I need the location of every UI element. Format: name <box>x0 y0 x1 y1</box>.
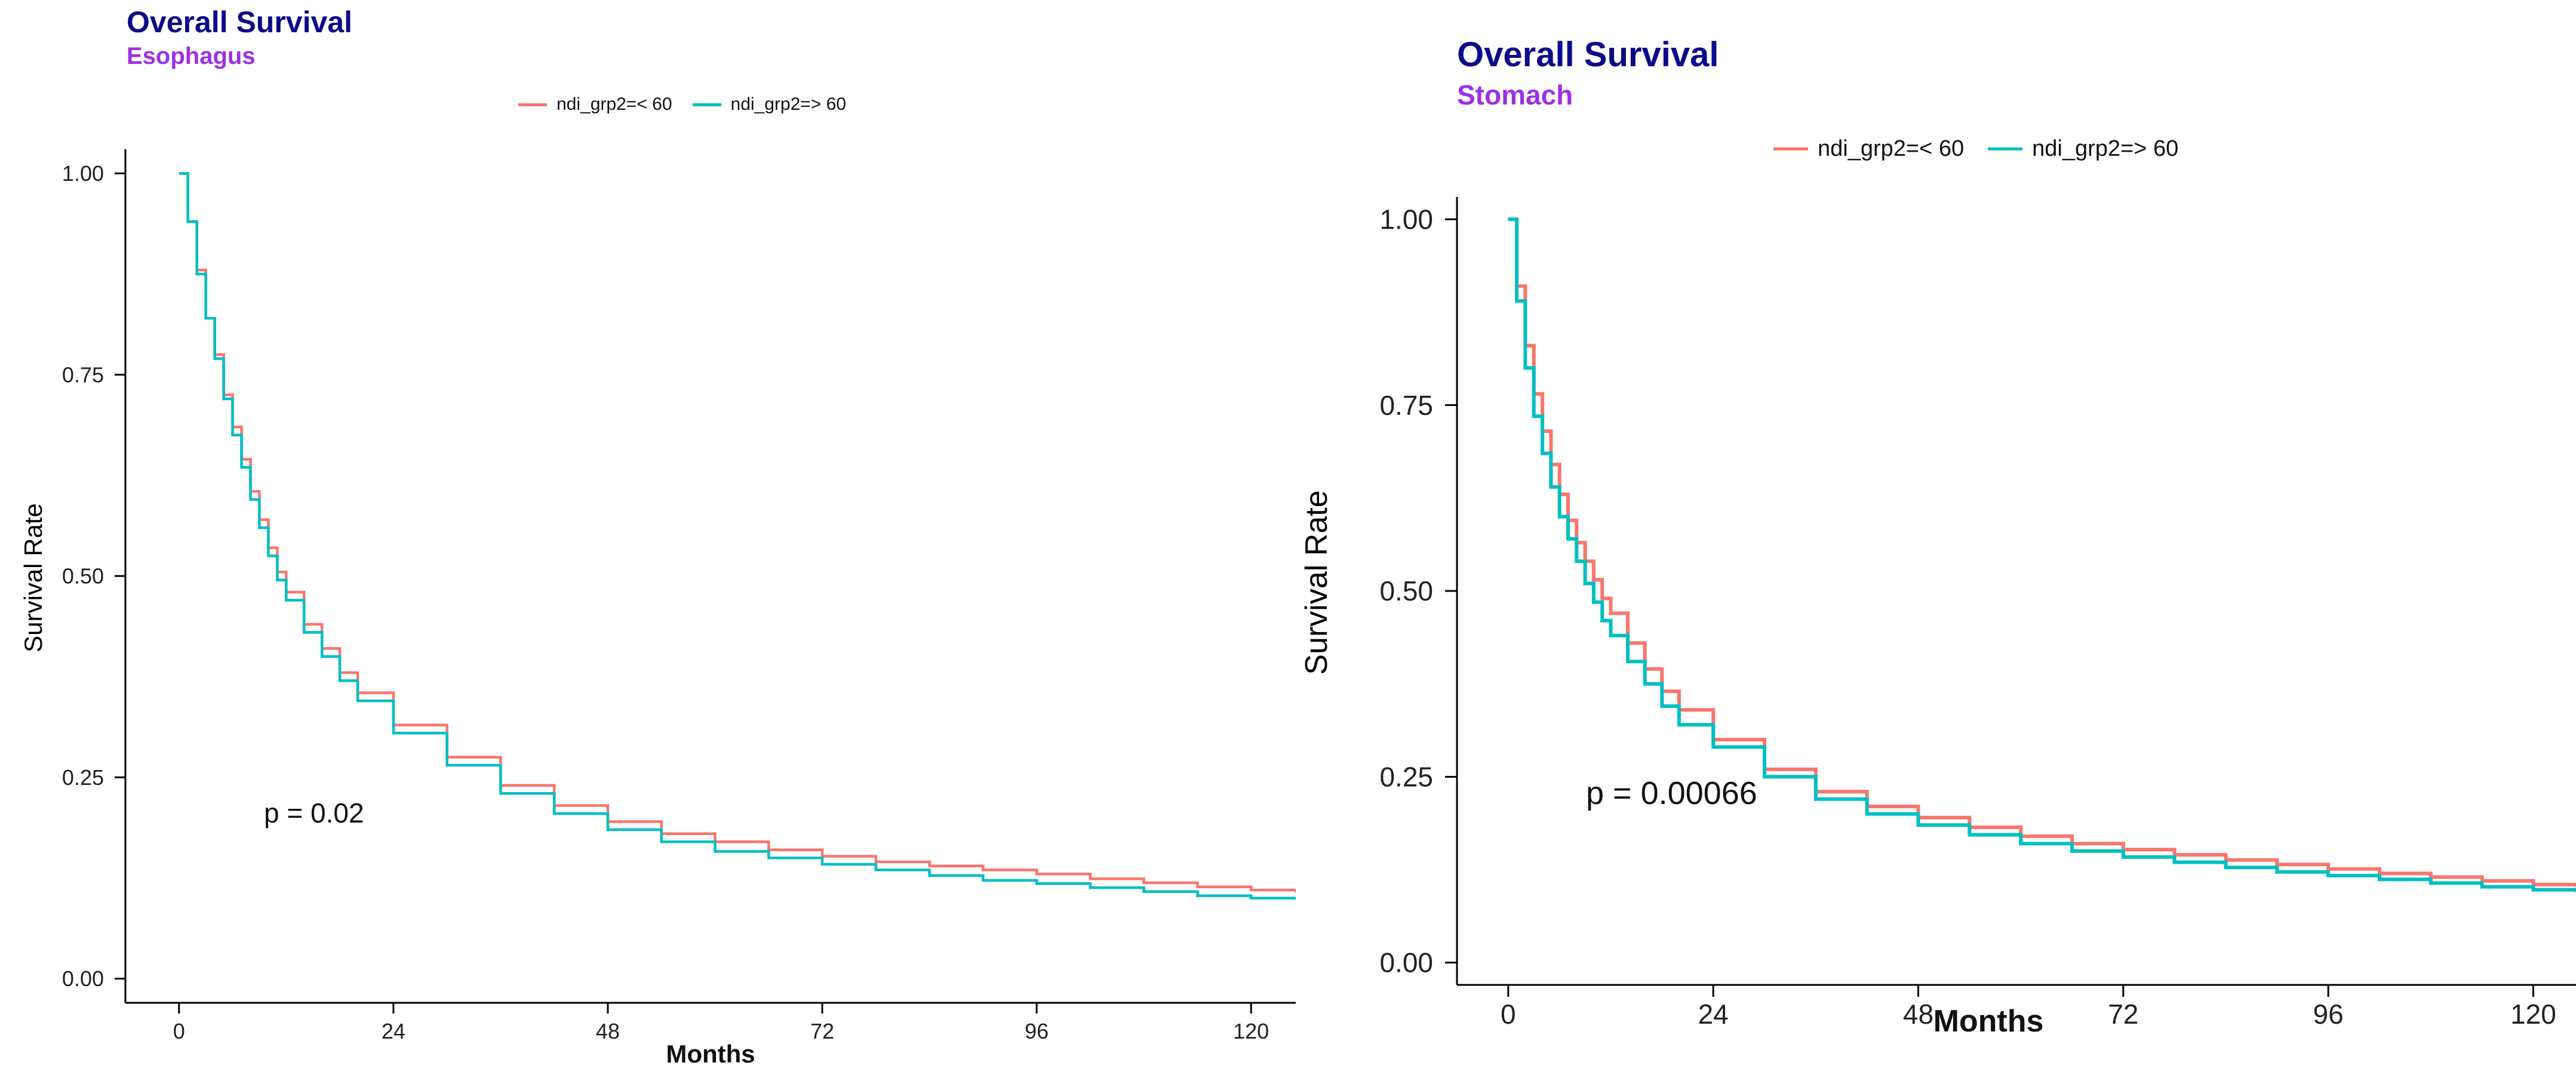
y-tick-label: 0.75 <box>1379 390 1433 421</box>
esophagus-chart: Survival Rate Months p = 0.02 0.00 0.25 0.… <box>19 149 1296 1068</box>
esophagus-panel: Overall Survival Esophagus ndi_grp2=< 60… <box>19 5 1296 1068</box>
x-tick-label: 0 <box>173 1019 185 1043</box>
x-tick-label: 48 <box>596 1019 620 1043</box>
y-axis-label: Survival Rate <box>19 503 47 652</box>
p-value-annotation: p = 0.02 <box>264 797 364 829</box>
y-tick-label: 1.00 <box>62 161 104 186</box>
x-tick-label: 96 <box>1025 1019 1049 1043</box>
x-tick-label: 120 <box>2510 999 2556 1030</box>
legend-key-red <box>518 103 547 106</box>
y-tick-label: 0.00 <box>1379 947 1433 978</box>
x-axis-label: Months <box>666 1040 755 1068</box>
x-tick-label: 24 <box>382 1019 405 1043</box>
x-tick-label: 96 <box>2313 999 2344 1030</box>
legend: ndi_grp2=< 60 ndi_grp2=> 60 <box>1773 136 2178 162</box>
chart-title: Overall Survival <box>1457 35 1719 74</box>
y-tick-label: 0.50 <box>1379 575 1433 606</box>
y-tick-label: 0.25 <box>62 765 104 790</box>
y-tick-label: 1.00 <box>1379 204 1433 235</box>
y-tick-label: 0.25 <box>1379 761 1433 792</box>
y-tick-label: 0.50 <box>62 564 104 589</box>
x-tick-label: 72 <box>810 1019 834 1043</box>
legend: ndi_grp2=< 60 ndi_grp2=> 60 <box>518 94 846 115</box>
y-axis-label: Survival Rate <box>1299 490 1334 675</box>
stomach-chart: Survival Rate Months p = 0.00066 0.00 0.2… <box>1299 197 2576 1039</box>
legend-label: ndi_grp2=< 60 <box>1818 136 1965 161</box>
y-tick-label: 0.00 <box>62 966 104 991</box>
legend-item: ndi_grp2=< 60 <box>518 94 672 115</box>
chart-subtitle: Stomach <box>1457 79 1573 110</box>
legend-item: ndi_grp2=> 60 <box>692 94 847 115</box>
chart-title: Overall Survival <box>127 5 353 39</box>
x-tick-label: 120 <box>1233 1019 1269 1043</box>
p-value-annotation: p = 0.00066 <box>1586 775 1757 811</box>
legend-key-teal <box>1988 147 2023 150</box>
x-tick-label: 0 <box>1501 999 1516 1030</box>
legend-label: ndi_grp2=> 60 <box>730 94 847 114</box>
survival-curve-lt60 <box>179 172 1296 893</box>
survival-curve-gte60 <box>1508 217 2576 892</box>
survival-curve-gte60 <box>179 172 1296 900</box>
legend-label: ndi_grp2=< 60 <box>557 94 672 114</box>
legend-label: ndi_grp2=> 60 <box>2032 136 2179 161</box>
x-tick-label: 24 <box>1698 999 1729 1030</box>
x-axis-label: Months <box>1933 1004 2044 1039</box>
y-tick-label: 0.75 <box>62 362 104 387</box>
stomach-panel: Overall Survival Stomach ndi_grp2=< 60 n… <box>1296 0 2576 1081</box>
x-tick-label: 48 <box>1903 999 1933 1030</box>
x-tick-label: 72 <box>2108 999 2138 1030</box>
legend-item: ndi_grp2=> 60 <box>1988 136 2178 162</box>
chart-subtitle: Esophagus <box>127 43 256 69</box>
legend-key-red <box>1773 147 1808 150</box>
legend-item: ndi_grp2=< 60 <box>1773 136 1964 162</box>
legend-key-teal <box>692 103 721 106</box>
